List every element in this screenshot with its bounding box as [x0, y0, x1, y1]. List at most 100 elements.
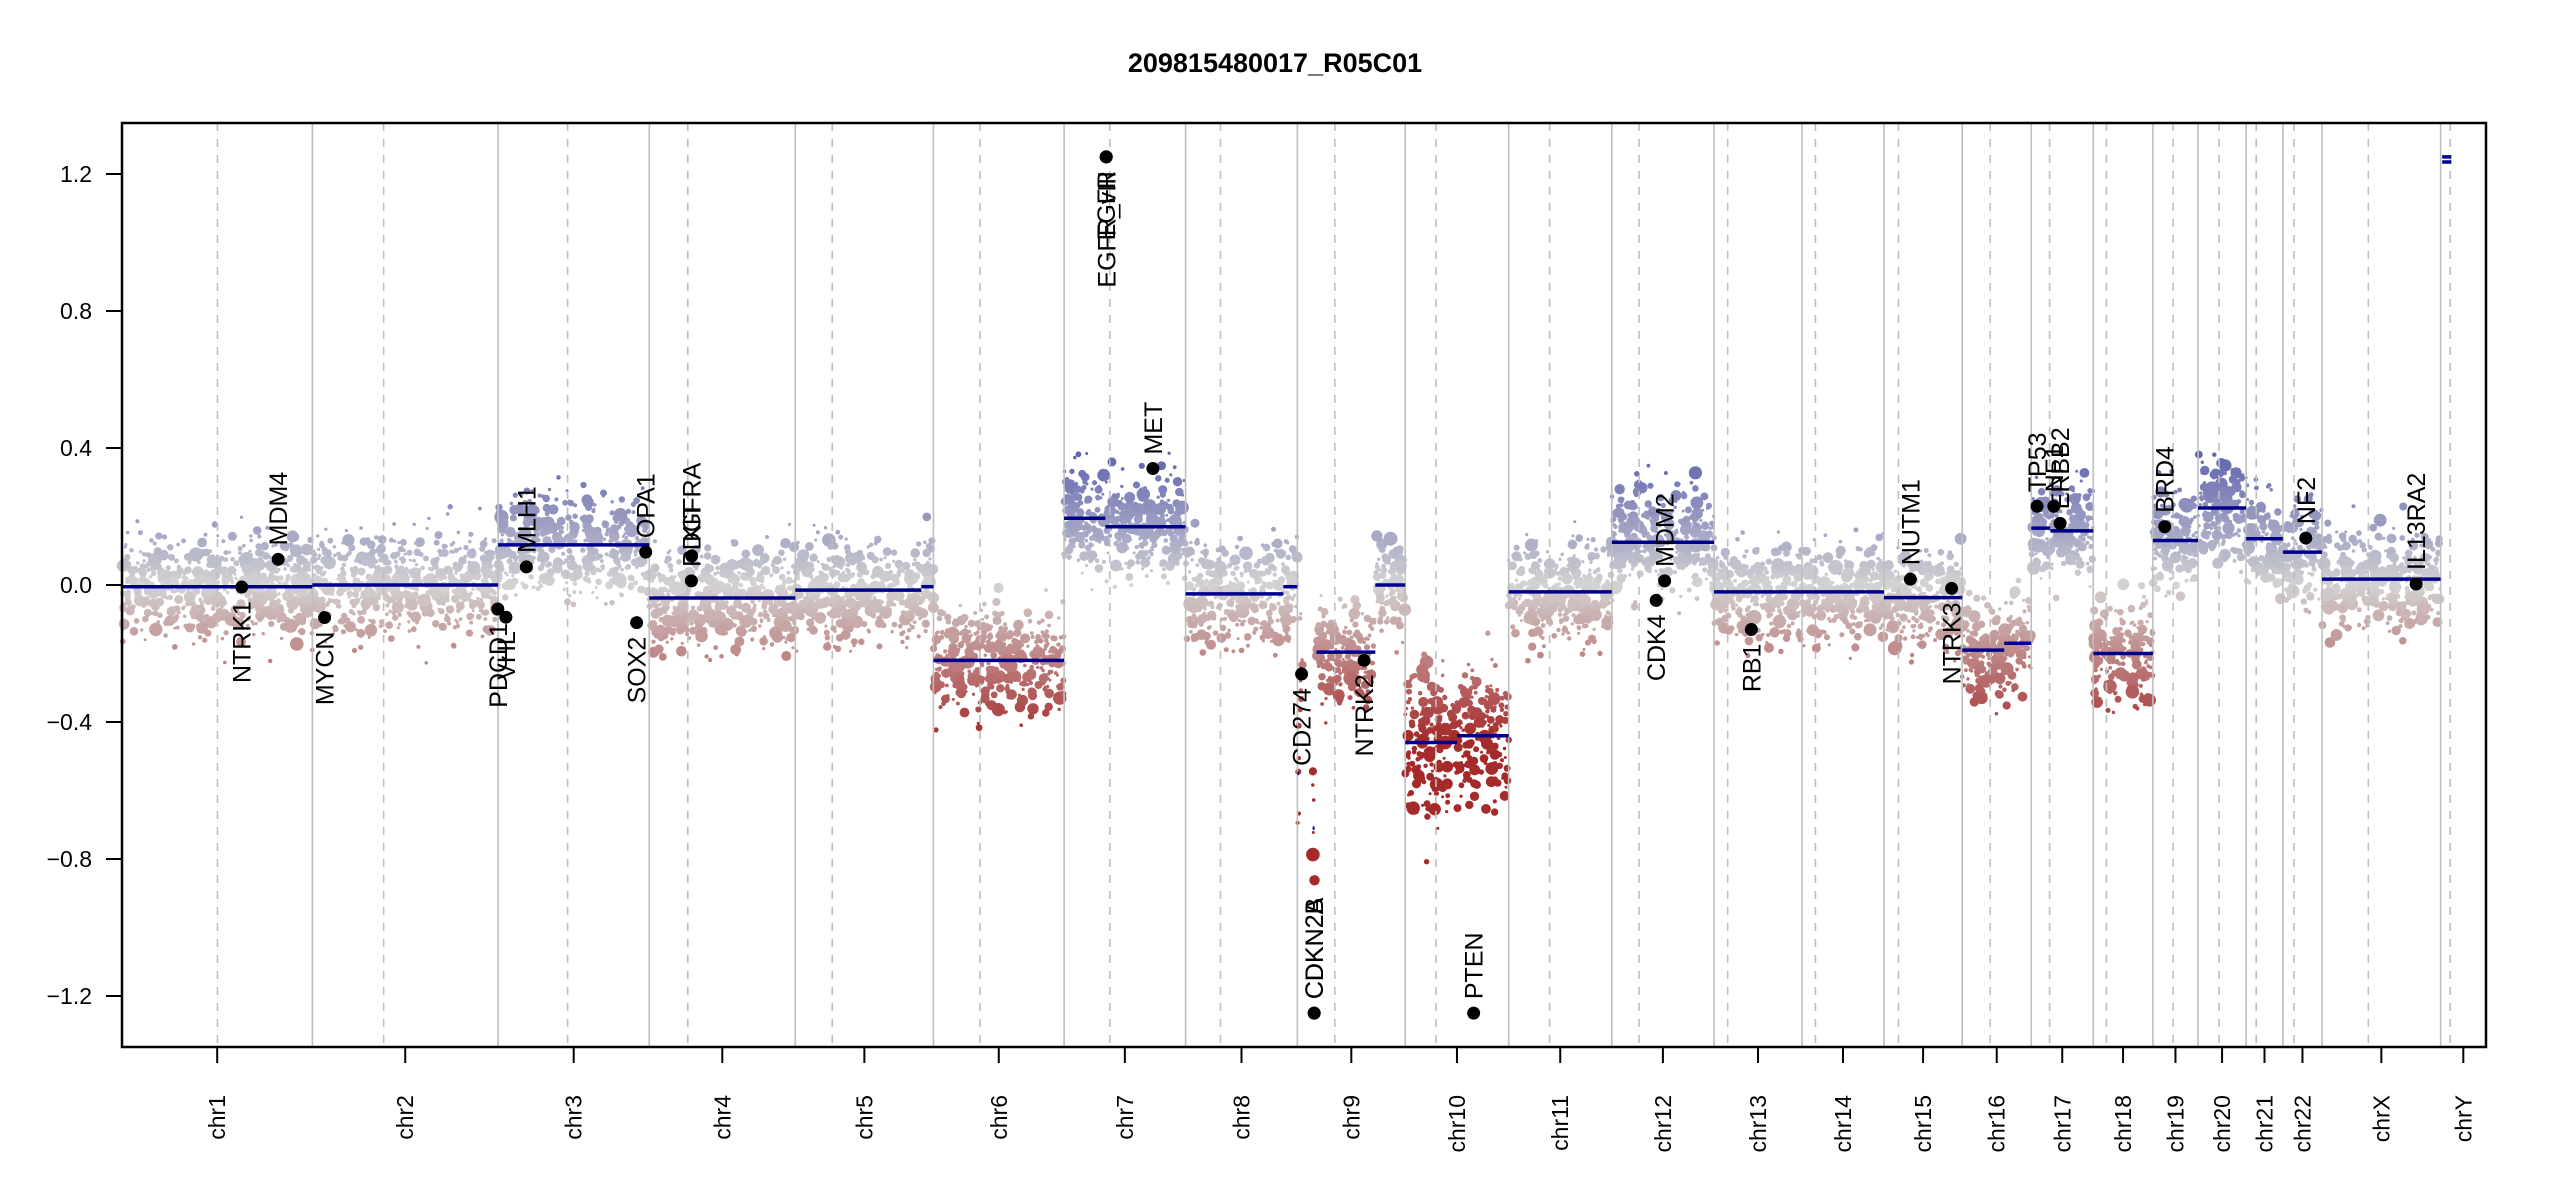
probe-point [1627, 513, 1631, 517]
probe-point [1163, 538, 1169, 543]
probe-point [1318, 673, 1326, 681]
probe-point [584, 570, 590, 577]
probe-point [1113, 494, 1120, 500]
probe-point [404, 590, 413, 599]
probe-point [1156, 495, 1160, 499]
probe-point [501, 526, 505, 530]
probe-point [398, 622, 402, 626]
probe-point [1311, 831, 1315, 834]
probe-point [1702, 567, 1708, 573]
probe-point [741, 557, 745, 562]
probe-point [1190, 558, 1194, 562]
probe-point [124, 554, 131, 561]
probe-point [1236, 637, 1240, 641]
probe-point [456, 530, 461, 535]
probe-point [129, 547, 134, 553]
probe-point [967, 672, 974, 679]
probe-point [1346, 629, 1353, 636]
probe-point [387, 600, 391, 604]
probe-point [1584, 639, 1591, 646]
probe-point [956, 701, 960, 706]
probe-point [374, 559, 378, 563]
probe-point [1011, 643, 1018, 650]
probe-point [173, 605, 177, 609]
probe-point [987, 674, 995, 683]
probe-point [1436, 826, 1440, 830]
probe-point [330, 587, 334, 591]
probe-point [563, 536, 568, 541]
probe-point [1005, 683, 1010, 688]
probe-point [752, 544, 764, 556]
probe-point [441, 602, 446, 606]
probe-point [138, 550, 142, 554]
probe-point [875, 565, 880, 571]
probe-point [866, 545, 870, 549]
probe-point [750, 637, 755, 642]
probe-point [1590, 537, 1596, 543]
probe-point [541, 573, 550, 582]
probe-point [416, 543, 421, 548]
probe-point [1056, 642, 1061, 647]
probe-point [1167, 451, 1171, 455]
probe-point [678, 606, 686, 614]
probe-point [1159, 491, 1166, 498]
probe-point [1389, 565, 1395, 571]
probe-point [1259, 626, 1264, 630]
probe-point [485, 587, 489, 591]
probe-point [624, 565, 629, 570]
probe-point [632, 580, 639, 586]
probe-point [161, 580, 166, 585]
probe-point [725, 605, 729, 609]
probe-point [1260, 600, 1263, 604]
probe-point [1465, 800, 1474, 810]
probe-point [668, 567, 674, 573]
probe-point [1030, 634, 1035, 639]
probe-point [1007, 630, 1013, 636]
probe-point [1690, 556, 1697, 563]
probe-point [1380, 586, 1386, 592]
probe-point [206, 600, 210, 604]
probe-point [1124, 561, 1128, 566]
probe-point [990, 691, 998, 699]
probe-point [1094, 485, 1103, 494]
probe-point [1385, 594, 1389, 598]
probe-point [177, 572, 181, 577]
probe-point [626, 518, 631, 522]
probe-point [1154, 529, 1159, 534]
probe-point [941, 701, 946, 707]
probe-point [900, 639, 905, 645]
probe-point [892, 559, 896, 563]
probe-point [955, 661, 966, 672]
probe-point [1090, 487, 1094, 491]
probe-point [730, 585, 739, 594]
probe-point [176, 610, 181, 615]
probe-point [744, 607, 750, 614]
probe-point [1538, 577, 1543, 582]
probe-point [268, 658, 273, 664]
probe-point [1014, 701, 1026, 713]
probe-point [614, 550, 620, 556]
probe-point [1326, 623, 1340, 637]
probe-point [1597, 650, 1603, 657]
probe-point [1032, 652, 1038, 657]
probe-point [343, 624, 347, 628]
probe-point [227, 575, 234, 582]
probe-point [875, 600, 882, 606]
probe-point [1517, 597, 1522, 601]
probe-point [273, 575, 280, 582]
probe-point [1154, 503, 1167, 515]
probe-point [1378, 546, 1386, 553]
probe-point [1342, 629, 1348, 635]
probe-point [250, 563, 255, 568]
probe-point [458, 595, 462, 599]
probe-point [285, 574, 290, 579]
probe-point [223, 630, 229, 636]
probe-point [455, 623, 461, 629]
probe-point [1519, 594, 1523, 598]
probe-point [1586, 537, 1590, 541]
probe-point [1683, 515, 1690, 523]
probe-point [803, 568, 811, 576]
probe-point [277, 592, 281, 596]
probe-point [251, 622, 255, 626]
probe-point [482, 568, 493, 579]
